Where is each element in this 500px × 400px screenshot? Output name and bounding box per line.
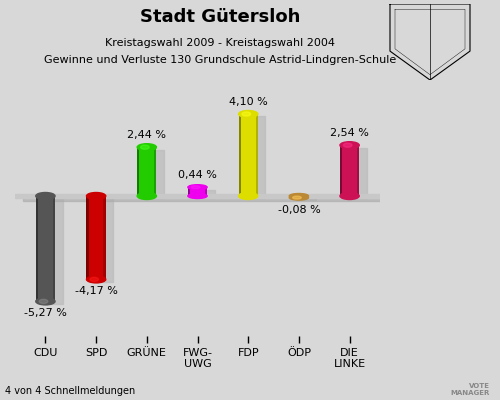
- Ellipse shape: [90, 277, 98, 282]
- Bar: [52, 196, 55, 302]
- Bar: [137, 147, 156, 196]
- Ellipse shape: [238, 110, 258, 118]
- Ellipse shape: [242, 112, 250, 116]
- Ellipse shape: [344, 143, 352, 147]
- Bar: [154, 147, 156, 196]
- Text: -0,08 %: -0,08 %: [278, 204, 320, 214]
- Bar: [340, 145, 342, 196]
- Ellipse shape: [86, 276, 106, 283]
- Ellipse shape: [36, 192, 55, 200]
- Text: -5,27 %: -5,27 %: [24, 308, 67, 318]
- Ellipse shape: [290, 195, 308, 200]
- Ellipse shape: [137, 144, 156, 151]
- Bar: [290, 196, 292, 198]
- Text: Kreistagswahl 2009 - Kreistagswahl 2004: Kreistagswahl 2009 - Kreistagswahl 2004: [105, 38, 335, 48]
- Polygon shape: [196, 190, 214, 198]
- Ellipse shape: [86, 192, 106, 200]
- Text: VOTE
MANAGER: VOTE MANAGER: [450, 383, 490, 396]
- Text: 2,44 %: 2,44 %: [128, 130, 166, 140]
- Ellipse shape: [39, 299, 48, 304]
- Ellipse shape: [238, 192, 258, 200]
- Bar: [188, 187, 207, 196]
- Bar: [104, 196, 106, 279]
- Bar: [306, 196, 308, 198]
- Polygon shape: [145, 150, 164, 198]
- Ellipse shape: [140, 145, 149, 149]
- Ellipse shape: [191, 186, 200, 189]
- Text: 0,44 %: 0,44 %: [178, 170, 217, 180]
- Bar: [340, 145, 359, 196]
- Bar: [36, 196, 38, 302]
- Polygon shape: [348, 148, 367, 198]
- Bar: [290, 196, 308, 198]
- Text: -4,17 %: -4,17 %: [74, 286, 118, 296]
- Bar: [36, 196, 55, 302]
- Polygon shape: [22, 196, 388, 201]
- Bar: [86, 196, 106, 279]
- Bar: [357, 145, 359, 196]
- Text: Stadt Gütersloh: Stadt Gütersloh: [140, 8, 300, 26]
- Bar: [238, 114, 241, 196]
- Polygon shape: [246, 116, 266, 198]
- Bar: [137, 147, 140, 196]
- Ellipse shape: [292, 196, 302, 199]
- Bar: [256, 114, 258, 196]
- Text: 2,54 %: 2,54 %: [330, 128, 369, 138]
- Ellipse shape: [188, 185, 207, 190]
- Polygon shape: [94, 198, 114, 282]
- Polygon shape: [44, 198, 62, 304]
- Text: 4 von 4 Schnellmeldungen: 4 von 4 Schnellmeldungen: [5, 386, 135, 396]
- Ellipse shape: [137, 192, 156, 200]
- Ellipse shape: [340, 142, 359, 149]
- Bar: [205, 187, 207, 196]
- Ellipse shape: [290, 194, 308, 198]
- Text: 4,10 %: 4,10 %: [229, 97, 268, 107]
- Bar: [86, 196, 89, 279]
- Ellipse shape: [36, 298, 55, 305]
- Bar: [188, 187, 190, 196]
- Polygon shape: [297, 198, 316, 200]
- Bar: [238, 114, 258, 196]
- Polygon shape: [15, 194, 380, 198]
- Text: Gewinne und Verluste 130 Grundschule Astrid-Lindgren-Schule: Gewinne und Verluste 130 Grundschule Ast…: [44, 55, 396, 65]
- Ellipse shape: [188, 194, 207, 198]
- Ellipse shape: [340, 192, 359, 200]
